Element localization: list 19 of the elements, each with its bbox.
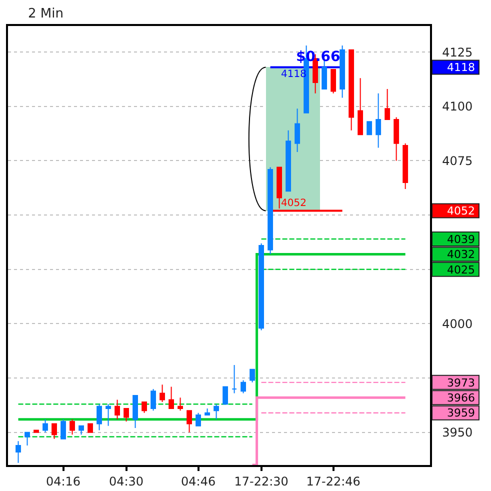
y2-tick-label: 3973 [447,376,475,390]
x-tick-label: 04:46 [181,474,216,488]
x-tick-label: 17-22:46 [306,474,360,488]
y2-tick-label: 4039 [447,232,475,246]
y2-tick-label: 4025 [447,263,475,276]
y-tick-label: 4000 [442,316,473,331]
y-tick-label: 4075 [442,154,473,168]
y2-tick-label: 3966 [447,391,475,404]
y-tick-label: 4125 [442,45,473,60]
y-tick-label: 3950 [442,426,473,440]
y-tick-label: 4100 [442,100,473,114]
x-tick-label: 04:30 [108,474,144,488]
y2-tick-label: 4052 [447,204,475,218]
x-tick-label: 17-22:30 [234,474,288,488]
chart-title: 2 Min [28,6,64,22]
y2-tick-label: 4118 [447,61,475,74]
x-tick-label: 04:16 [46,474,81,488]
y2-tick-label: 4032 [447,248,475,262]
y2-tick-label: 3959 [447,406,475,420]
